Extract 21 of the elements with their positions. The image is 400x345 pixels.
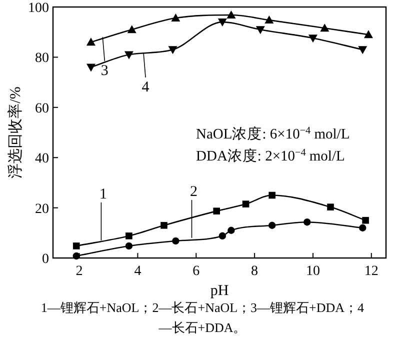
x-tick-label: 12 <box>364 264 378 279</box>
y-tick-label: 40 <box>35 152 49 167</box>
y-tick-label: 80 <box>35 51 49 66</box>
y-tick-label: 0 <box>42 252 49 267</box>
text: 1—锂辉石+NaOL；2—长石+NaOL；3—锂辉石+DDA；4—长石+DDA。 <box>40 299 366 337</box>
y-tick-label: 20 <box>35 202 49 217</box>
y-axis-title: 浮选回收率/% <box>7 86 24 178</box>
x-tick-label: 6 <box>192 264 200 279</box>
annotation: NaOL浓度: 6×10$^{−4}$ mol/L <box>196 125 350 142</box>
annotation: DDA浓度: 2×10$^{−4}$ mol/L <box>196 147 345 164</box>
x-tick-label: 8 <box>251 264 258 279</box>
y-tick-label: 60 <box>35 101 49 116</box>
x-tick-label: 10 <box>306 264 320 279</box>
x-tick-label: 4 <box>134 264 142 279</box>
y-tick-label: 100 <box>28 1 49 16</box>
annotation: 2 <box>190 184 198 200</box>
x-tick-label: 2 <box>76 264 83 279</box>
annotation: 3 <box>100 63 108 80</box>
annotation: 4 <box>142 79 150 96</box>
x-axis-title: pH <box>210 283 229 299</box>
annotation: 1 <box>99 186 107 202</box>
